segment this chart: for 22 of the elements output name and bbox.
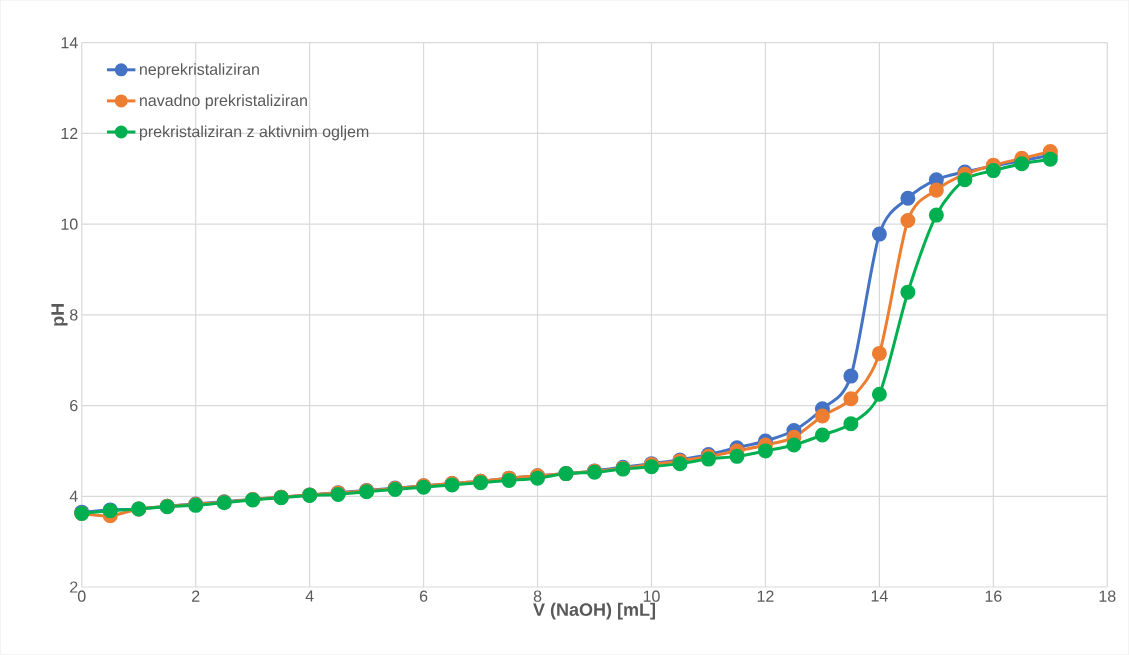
x-tick-label: 12 bbox=[757, 590, 774, 602]
legend-label: prekristaliziran z aktivnim ogljem bbox=[139, 125, 369, 141]
y-tick-label: 6 bbox=[70, 400, 78, 412]
x-tick-label: 16 bbox=[985, 590, 1002, 602]
x-axis-title: V (NaOH) [mL] bbox=[533, 602, 656, 620]
x-tick-label: 8 bbox=[533, 590, 542, 602]
y-tick-label: 2 bbox=[70, 581, 78, 593]
y-axis-title: pH bbox=[51, 304, 68, 326]
y-tick-label: 10 bbox=[61, 218, 78, 230]
y-tick-label: 8 bbox=[70, 309, 78, 321]
y-tick-label: 4 bbox=[69, 490, 78, 502]
x-tick-label: 2 bbox=[192, 590, 200, 602]
x-tick-label: 6 bbox=[419, 590, 428, 602]
y-tick-label: 14 bbox=[61, 37, 78, 49]
y-tick-label: 12 bbox=[61, 127, 78, 140]
x-tick-label: 14 bbox=[871, 590, 888, 602]
x-tick-label: 0 bbox=[77, 590, 86, 602]
legend-label: neprekristaliziran bbox=[140, 63, 259, 79]
x-tick-label: 10 bbox=[643, 590, 660, 602]
x-tick-label: 4 bbox=[305, 590, 314, 602]
x-tick-label: 18 bbox=[1099, 590, 1116, 602]
legend-label: navadno prekristaliziran bbox=[140, 94, 307, 110]
